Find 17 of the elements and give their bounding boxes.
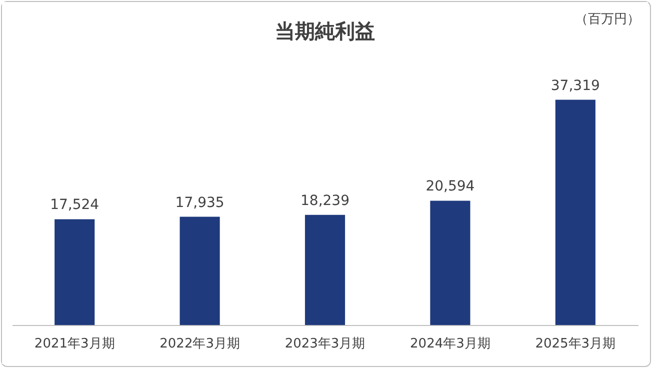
text: （百万円） [575, 11, 640, 28]
chart-title: 当期純利益 [275, 19, 375, 43]
x-tick-label: 2022年3月期 [160, 336, 240, 352]
x-tick-label: 2023年3月期 [284, 336, 366, 352]
data-label: 18,239 [300, 192, 350, 209]
x-tick-label: 2025年3月期 [535, 336, 616, 352]
bar [54, 219, 95, 325]
bar [430, 200, 470, 325]
bar [555, 100, 596, 325]
data-label: 20,594 [426, 178, 475, 195]
data-label: 17,524 [50, 197, 100, 214]
x-tick-label: 2024年3月期 [410, 336, 490, 352]
bar [304, 214, 346, 325]
data-label: 37,319 [550, 78, 600, 94]
x-tick-label: 2021年3月期 [34, 336, 115, 352]
data-label: 17,935 [175, 194, 224, 211]
bar [180, 216, 220, 325]
